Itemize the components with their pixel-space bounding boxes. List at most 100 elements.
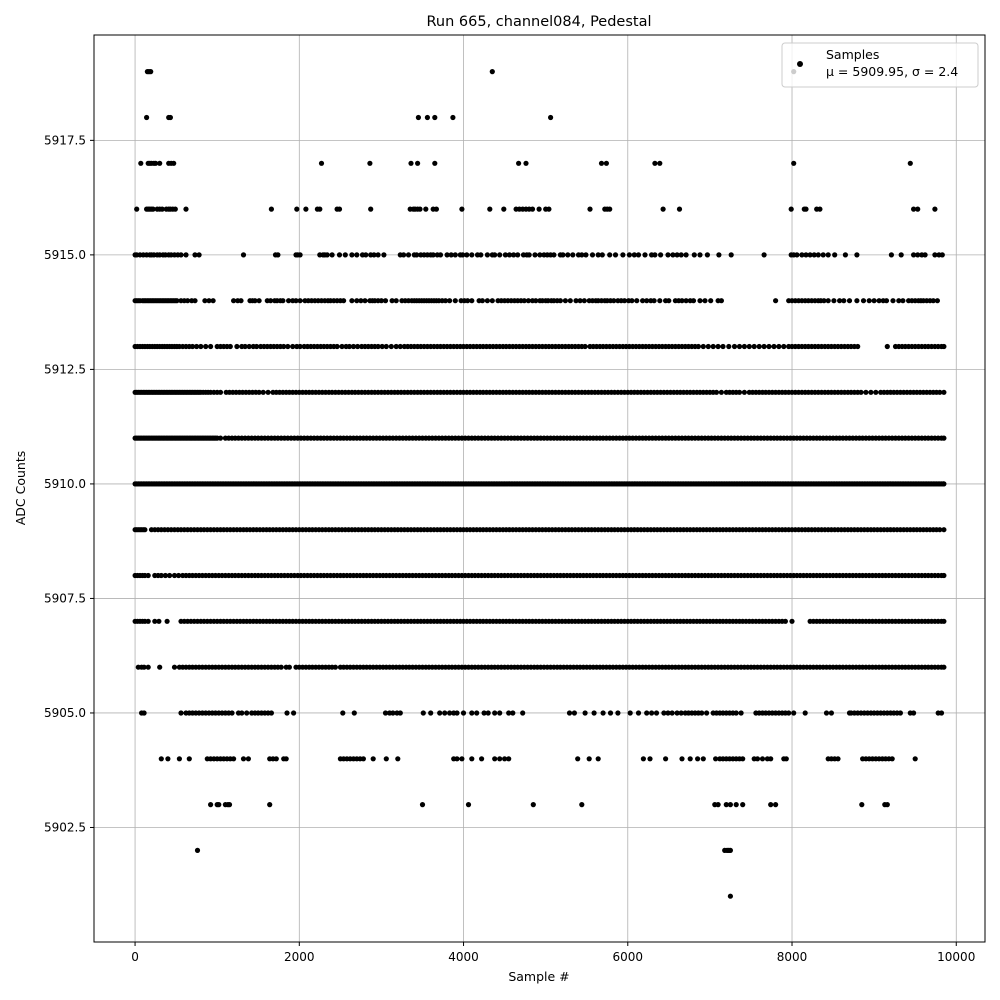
sample-point xyxy=(227,343,233,350)
sample-point xyxy=(157,664,163,670)
sample-point xyxy=(941,343,947,350)
sample-point xyxy=(349,298,355,304)
sample-point xyxy=(342,252,348,258)
sample-point xyxy=(405,252,412,258)
sample-point xyxy=(355,343,361,350)
sample-point xyxy=(492,756,498,762)
sample-point xyxy=(521,298,527,304)
sample-point xyxy=(699,710,705,716)
sample-point xyxy=(444,252,450,258)
sample-point xyxy=(520,710,526,716)
sample-point xyxy=(157,160,163,166)
sample-point xyxy=(915,252,921,258)
sample-point xyxy=(460,710,467,716)
sample-point xyxy=(715,802,721,808)
y-tick-label: 5907.5 xyxy=(44,591,86,605)
sample-point xyxy=(358,298,364,304)
sample-point xyxy=(172,206,178,212)
sample-point xyxy=(941,572,947,579)
sample-point xyxy=(697,252,703,258)
sample-point xyxy=(896,298,902,304)
sample-point xyxy=(415,160,421,166)
sample-point xyxy=(939,252,945,258)
sample-point xyxy=(718,298,725,304)
sample-point xyxy=(432,114,438,121)
sample-point xyxy=(465,298,471,304)
sample-point xyxy=(871,298,877,304)
sample-point xyxy=(303,206,309,212)
sample-point xyxy=(635,252,642,258)
sample-point xyxy=(842,252,849,258)
sample-point xyxy=(454,756,460,762)
x-tick-label: 10000 xyxy=(937,950,975,964)
sample-point xyxy=(246,343,252,350)
sample-point xyxy=(897,710,904,716)
sample-point xyxy=(497,252,503,258)
sample-point xyxy=(165,756,171,762)
sample-point xyxy=(382,710,389,716)
sample-point xyxy=(450,114,456,121)
sample-point xyxy=(738,710,744,716)
sample-point xyxy=(674,252,680,258)
sample-point xyxy=(911,710,917,716)
sample-point xyxy=(419,802,426,808)
sample-point xyxy=(447,710,453,716)
sample-point xyxy=(731,343,738,350)
sample-point xyxy=(726,343,732,350)
sample-point xyxy=(803,206,809,212)
sample-point xyxy=(858,389,864,395)
sample-point xyxy=(492,710,498,716)
sample-point xyxy=(548,114,554,121)
sample-point xyxy=(802,710,808,716)
sample-point xyxy=(530,802,536,808)
sample-point xyxy=(437,252,444,258)
sample-point xyxy=(657,160,663,166)
sample-point xyxy=(863,389,869,395)
sample-point xyxy=(791,710,797,716)
sample-point xyxy=(815,252,821,258)
sample-point xyxy=(700,343,706,350)
sample-point xyxy=(660,206,666,212)
sample-point xyxy=(595,252,601,258)
sample-point xyxy=(807,252,813,258)
sample-point xyxy=(478,252,484,258)
sample-point xyxy=(158,572,164,579)
sample-point xyxy=(710,343,716,350)
sample-point xyxy=(860,298,867,304)
sample-point xyxy=(599,252,605,258)
sample-point xyxy=(506,710,512,716)
sample-point xyxy=(178,710,184,716)
sample-point xyxy=(640,298,646,304)
sample-point xyxy=(381,252,387,258)
sample-point xyxy=(565,252,571,258)
sample-point xyxy=(382,298,389,304)
sample-point xyxy=(579,802,585,808)
sample-point xyxy=(846,298,853,304)
sample-point xyxy=(189,343,196,350)
sample-point xyxy=(208,343,214,350)
sample-point xyxy=(186,756,192,762)
sample-point xyxy=(484,298,490,304)
sample-point xyxy=(586,756,592,762)
sample-point xyxy=(167,572,173,579)
sample-point xyxy=(489,69,495,75)
sample-point xyxy=(773,298,779,304)
sample-point xyxy=(437,710,443,716)
sample-point xyxy=(153,160,159,166)
sample-point xyxy=(375,252,381,258)
sample-point xyxy=(383,343,389,350)
sample-point xyxy=(479,756,485,762)
sample-point xyxy=(202,298,208,304)
sample-point xyxy=(350,343,357,350)
sample-point xyxy=(789,618,795,624)
sample-point xyxy=(454,710,460,716)
sample-point xyxy=(773,802,779,808)
sample-point xyxy=(934,298,941,304)
sample-point xyxy=(740,756,746,762)
sample-point xyxy=(502,252,508,258)
sample-point xyxy=(217,435,224,441)
sample-point xyxy=(768,756,774,762)
sample-point xyxy=(718,389,725,395)
sample-point xyxy=(674,710,680,716)
sample-point xyxy=(349,252,355,258)
